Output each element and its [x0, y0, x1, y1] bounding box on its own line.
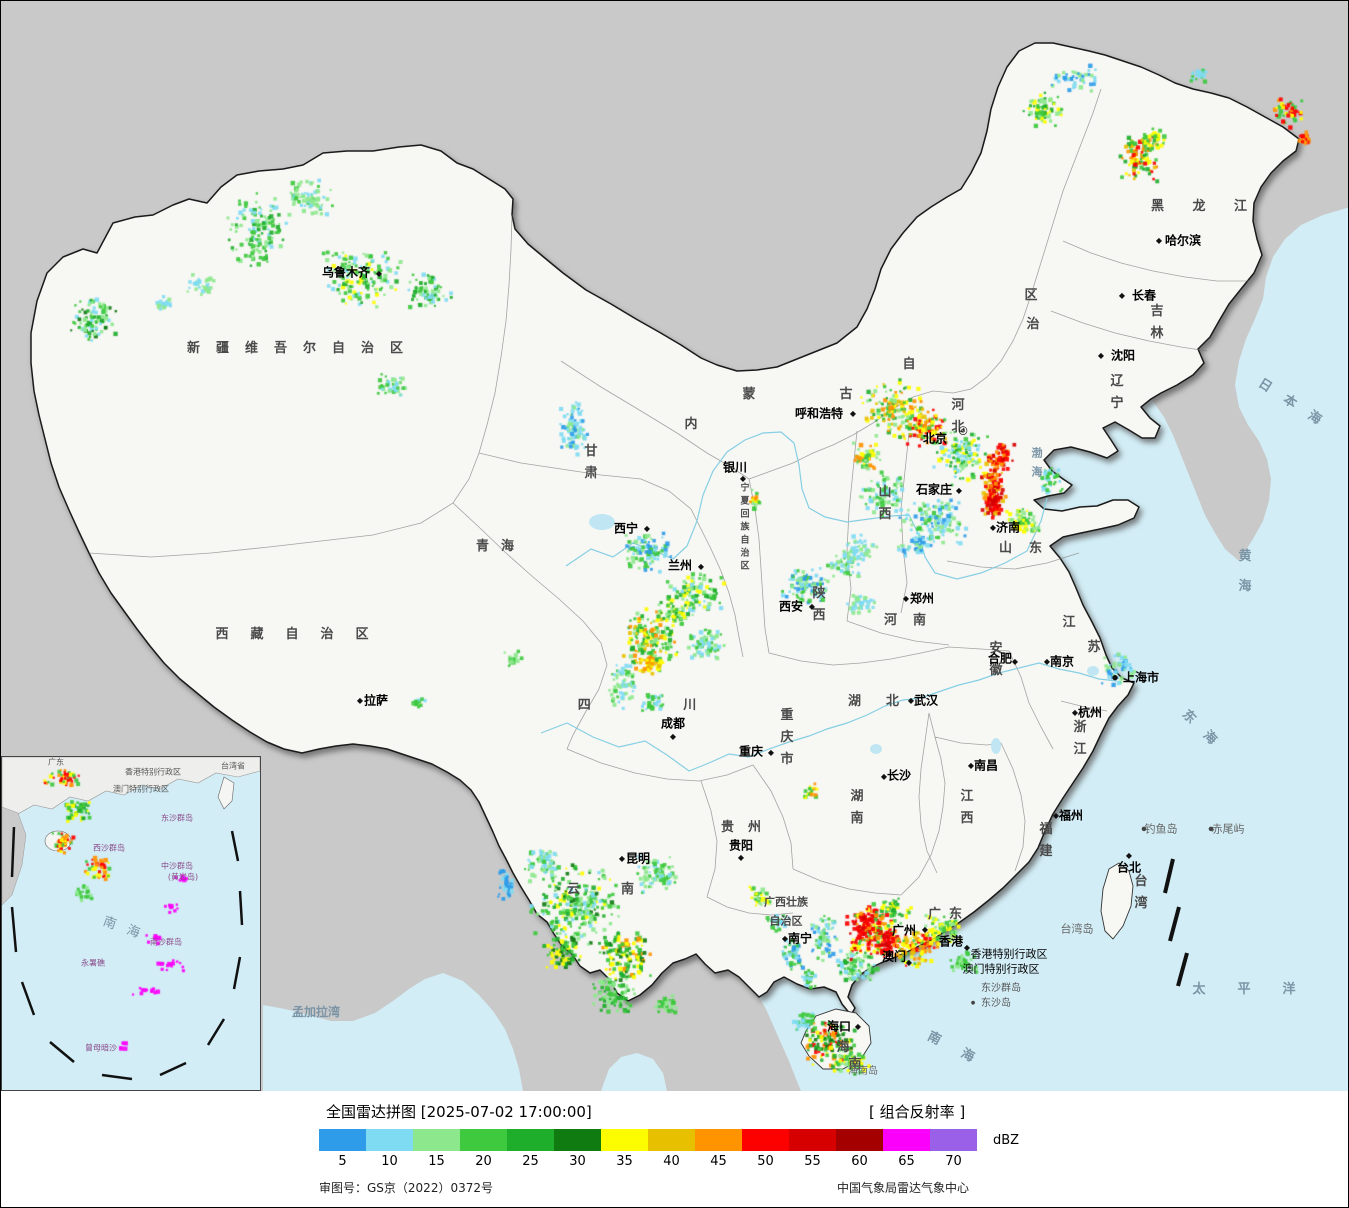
legend-swatch-50dbz: [742, 1129, 789, 1151]
legend-value: 25: [522, 1154, 539, 1169]
radar-map: 新疆维吾尔自治区 西藏自治区 青海甘 肃内蒙古自治区黑 龙 江吉 林辽 宁河 北山 …: [1, 1, 1348, 1091]
color-scale-values: 5 10 15 20 25 30 35 40 45 50 55 60 65 70: [319, 1154, 977, 1169]
taihu-lake: [1087, 666, 1099, 676]
legend-swatch-10dbz: [366, 1129, 413, 1151]
legend-value: 10: [381, 1154, 398, 1169]
legend-value: 60: [851, 1154, 868, 1169]
legend-value: 5: [338, 1154, 347, 1169]
map-title: 全国雷达拼图 [2025-07-02 17:00:00]: [326, 1103, 592, 1121]
legend-swatch-20dbz: [460, 1129, 507, 1151]
unit-label: dBZ: [993, 1133, 1020, 1148]
legend-value: 40: [663, 1154, 680, 1169]
legend-swatch-45dbz: [695, 1129, 742, 1151]
map-review-number: 审图号：GS京（2022）0372号: [319, 1181, 493, 1195]
issuing-agency: 中国气象局雷达气象中心: [837, 1181, 970, 1195]
legend-value: 45: [710, 1154, 727, 1169]
legend-value: 65: [898, 1154, 915, 1169]
legend-swatch-30dbz: [554, 1129, 601, 1151]
legend-value: 35: [616, 1154, 633, 1169]
qinghai-lake: [589, 514, 615, 530]
legend-value: 50: [757, 1154, 774, 1169]
inset-map-svg: [2, 757, 260, 1090]
inset-sea: [2, 757, 260, 1090]
poyang-lake: [991, 738, 1001, 754]
inset-map-south-china-sea: [1, 756, 261, 1091]
legend-swatch-15dbz: [413, 1129, 460, 1151]
legend-swatch-60dbz: [836, 1129, 883, 1151]
legend-swatch-65dbz: [883, 1129, 930, 1151]
legend-swatch-40dbz: [648, 1129, 695, 1151]
inset-hainan: [44, 830, 72, 852]
legend-value: 55: [804, 1154, 821, 1169]
legend-value: 30: [569, 1154, 586, 1169]
color-scale: [319, 1129, 977, 1151]
legend-bar: 全国雷达拼图 [2025-07-02 17:00:00] [ 组合反射率 ] 5…: [1, 1091, 1348, 1207]
legend-swatch-55dbz: [789, 1129, 836, 1151]
product-name: [ 组合反射率 ]: [869, 1103, 966, 1121]
legend-swatch-35dbz: [601, 1129, 648, 1151]
legend-value: 20: [475, 1154, 492, 1169]
legend-swatch-70dbz: [930, 1129, 977, 1151]
legend-swatch-5dbz: [319, 1129, 366, 1151]
legend-swatch-25dbz: [507, 1129, 554, 1151]
dongting-lake: [870, 744, 882, 754]
legend-value: 70: [945, 1154, 962, 1169]
legend-value: 15: [428, 1154, 445, 1169]
